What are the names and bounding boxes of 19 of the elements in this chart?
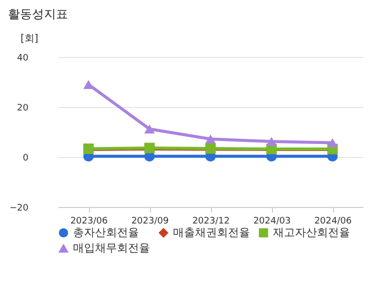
point (205, 134, 216, 144)
y-tick-label: 40 (17, 54, 29, 64)
y-tick-label: 0 (22, 154, 29, 164)
chart-title: 활동성지표 (8, 7, 68, 21)
point (327, 138, 338, 148)
point (266, 136, 277, 146)
legend-label: 재고자산회전율 (273, 226, 350, 239)
legend-label: 매입채무회전율 (73, 242, 150, 254)
legend-label: 매출채권회전율 (173, 226, 250, 239)
y-tick-label: 20 (17, 104, 29, 114)
legend-label: 총자산회전율 (73, 226, 139, 239)
x-tick-label: 2023/06 (70, 216, 108, 226)
y-axis-title: [회] (20, 34, 38, 44)
y-tick-label: −20 (10, 204, 29, 214)
x-tick-label: 2023/12 (192, 216, 230, 226)
point (144, 124, 155, 134)
x-tick-label: 2024/03 (253, 216, 291, 226)
x-tick-label: 2023/09 (131, 216, 169, 226)
x-tick-label: 2024/06 (314, 216, 352, 226)
